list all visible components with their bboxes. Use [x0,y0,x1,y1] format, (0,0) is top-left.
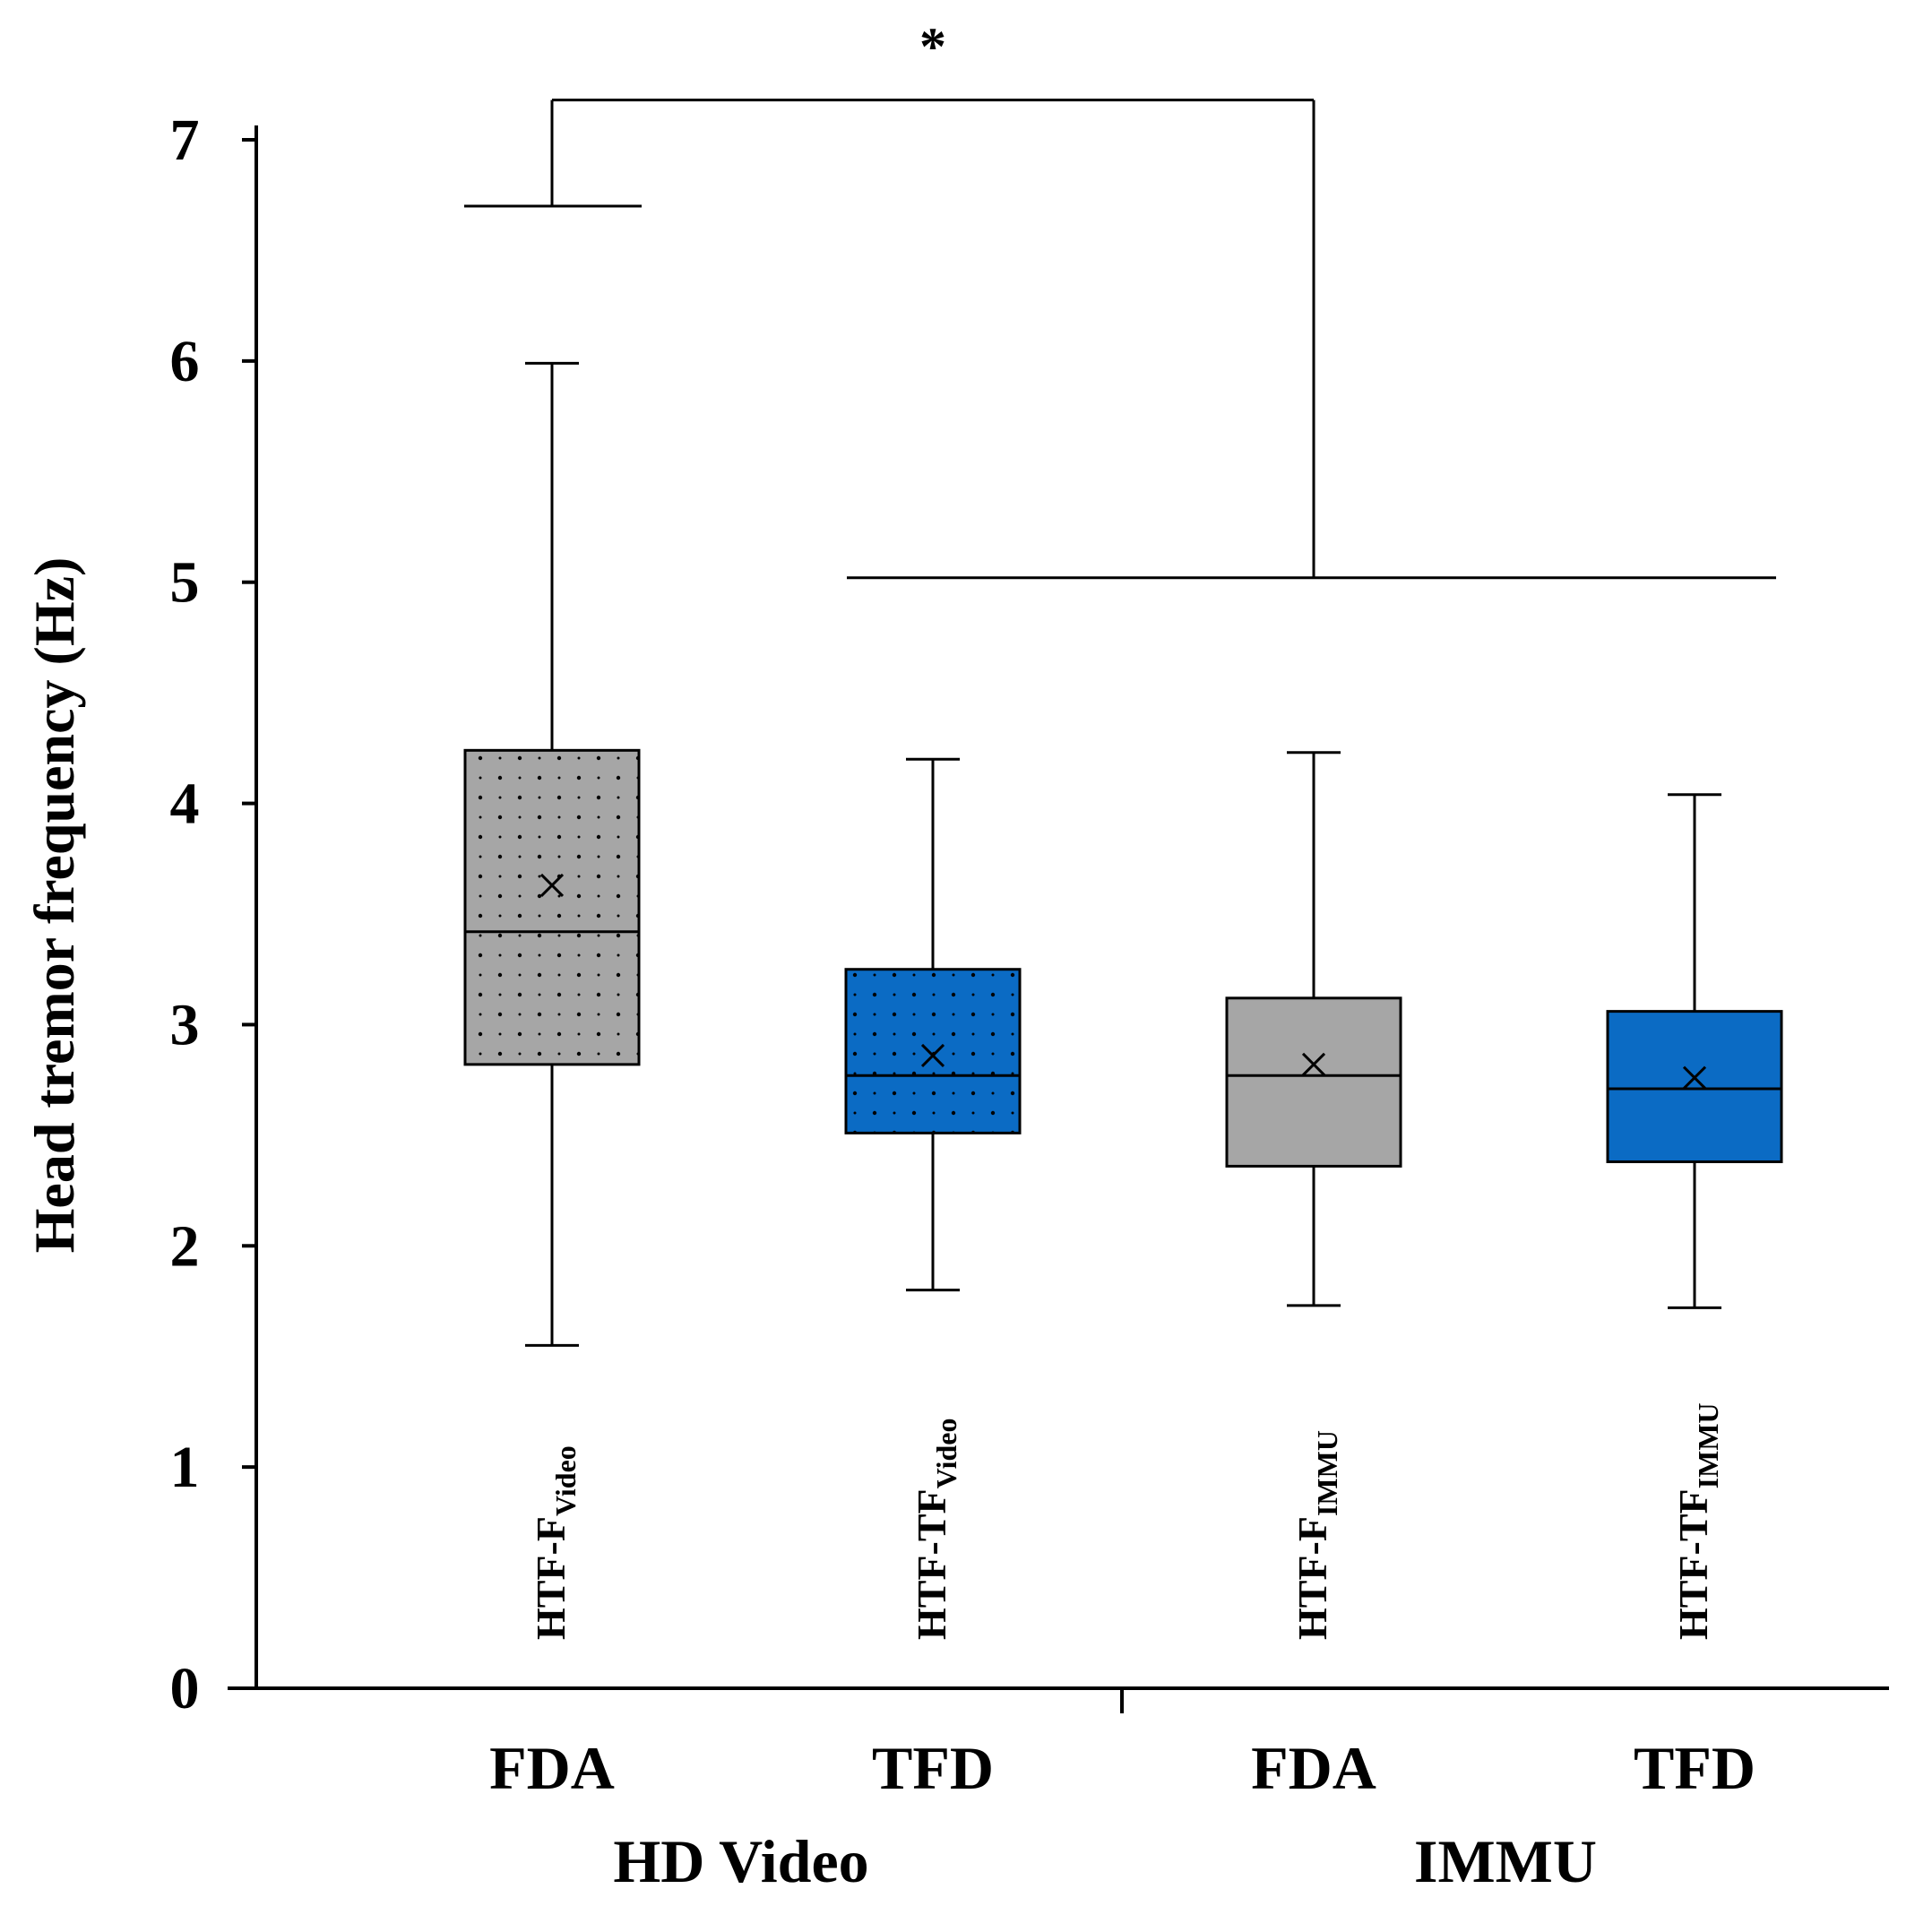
box-2: HTF-TFVideo [844,757,1022,1640]
box-label: HTF-FVideo [528,1445,582,1640]
y-axis-title: Head tremor frequency (Hz) [22,557,86,1254]
box-label: HTF-TFVideo [909,1419,962,1640]
box-4: HTF-TFIMMU [1606,793,1783,1640]
y-tick-label-3: 3 [170,992,200,1057]
group-label-2: IMMU [1414,1827,1597,1895]
box-label: HTF-FIMMU [1290,1430,1343,1640]
y-axis-ticks: 0 1 2 3 4 5 6 7 [170,108,256,1721]
mean-marker-stroke-2 [539,873,565,897]
mean-marker [1301,1052,1326,1076]
category-label-1: FDA [489,1734,615,1802]
box-3: HTF-FIMMU [1225,751,1402,1640]
y-tick-label-2: 2 [170,1213,200,1279]
y-tick-label-4: 4 [170,772,200,837]
mean-marker [1682,1065,1707,1090]
group-label-1: HD Video [613,1827,868,1895]
category-label-2: TFD [872,1734,994,1802]
significance-bracket: * [464,17,1776,580]
box-iqr [463,748,641,1066]
y-tick-label-5: 5 [170,550,200,616]
box-iqr [1606,1010,1783,1163]
mean-marker [539,873,565,897]
box-iqr [844,968,1022,1134]
mean-marker-stroke-2 [1301,1052,1326,1076]
box-series: HTF-FVideo HTF-TFVideo HTF-FIMMU HTF-TFIMMU [463,361,1783,1640]
mean-marker-stroke-2 [1682,1065,1707,1090]
y-tick-label-0: 0 [170,1656,200,1721]
box-iqr [1225,996,1402,1168]
y-tick-label-7: 7 [170,108,200,173]
y-tick-label-1: 1 [170,1435,200,1500]
mean-marker-stroke-2 [920,1043,945,1068]
box-1: HTF-FVideo [463,361,641,1640]
significance-label: * [919,17,946,76]
y-tick-label-6: 6 [170,329,200,394]
box-label: HTF-TFIMMU [1670,1402,1724,1640]
mean-marker [920,1043,945,1068]
category-label-4: TFD [1634,1734,1755,1802]
category-label-3: FDA [1251,1734,1376,1802]
